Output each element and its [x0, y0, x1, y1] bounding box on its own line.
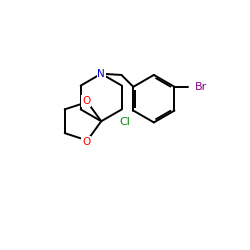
Text: Cl: Cl	[119, 117, 130, 127]
Text: O: O	[82, 137, 90, 147]
Text: O: O	[82, 96, 90, 106]
Text: N: N	[98, 69, 105, 79]
Text: Br: Br	[195, 82, 207, 92]
